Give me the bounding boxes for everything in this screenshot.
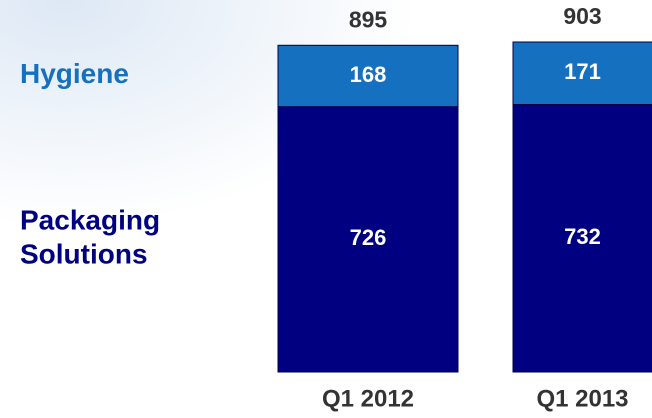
legend-label: Hygiene [20,58,129,89]
bar-segment [277,106,459,373]
data-label: 726 [350,225,387,250]
total-label: 895 [349,6,388,32]
data-label: 171 [564,59,601,84]
x-tick-label: Q1 2012 [322,385,414,412]
bar-segment [277,44,459,108]
total-label: 903 [563,3,601,29]
data-label: 732 [564,224,601,249]
legend-label: Packaging Solutions [20,205,160,270]
data-label: 168 [350,62,387,87]
bar-segment [512,103,652,373]
x-tick-label: Q1 2013 [536,385,628,412]
bar-segment [512,41,652,105]
